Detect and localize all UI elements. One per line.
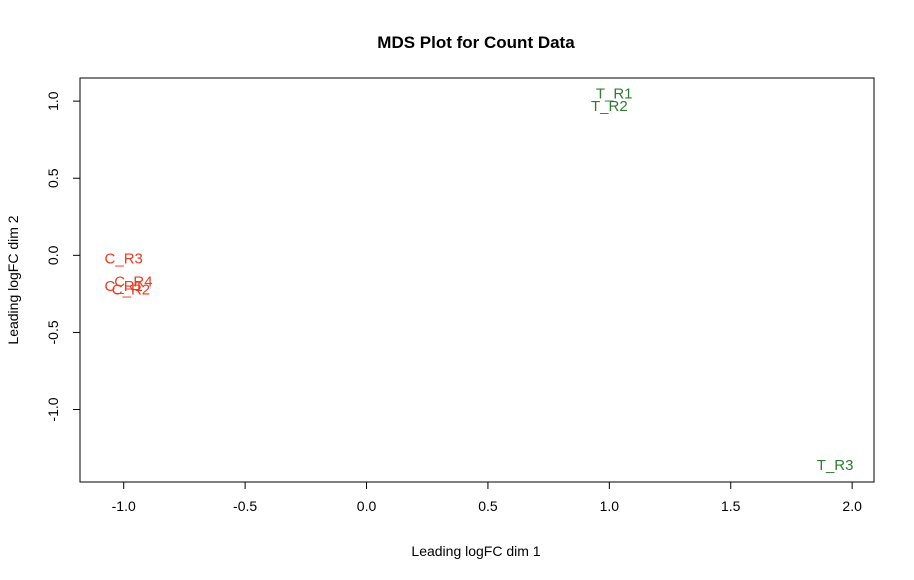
x-tick-label: 0.5 — [478, 498, 498, 514]
chart-title: MDS Plot for Count Data — [377, 33, 575, 52]
x-tick-label: 0.0 — [357, 498, 377, 514]
point-label: T_R1 — [596, 85, 633, 102]
x-tick-label: 1.5 — [721, 498, 741, 514]
y-tick-label: 1.0 — [45, 91, 61, 111]
point-label: C_R1 — [105, 278, 143, 295]
point-label: T_R3 — [817, 457, 854, 474]
y-tick-label: 0.5 — [45, 168, 61, 188]
y-axis-label: Leading logFC dim 2 — [5, 215, 21, 344]
x-tick-label: 2.0 — [842, 498, 862, 514]
y-tick-label: 0.0 — [45, 245, 61, 265]
point-label: C_R2 — [112, 281, 150, 298]
y-axis: -1.0 -0.5 0.0 0.5 1.0 — [45, 91, 81, 422]
x-tick-label: 1.0 — [600, 498, 620, 514]
y-tick-label: -0.5 — [45, 320, 61, 344]
x-tick-label: -1.0 — [112, 498, 136, 514]
y-tick-label: -1.0 — [45, 397, 61, 421]
data-points: C_R3 C_R4C_R1C_R2 T_R1T_R2 T_R3 — [105, 85, 854, 474]
x-axis-label: Leading logFC dim 1 — [411, 543, 540, 559]
x-axis: -1.0 -0.5 0.0 0.5 1.0 1.5 2.0 — [112, 481, 862, 514]
point-label: C_R3 — [105, 250, 143, 267]
point-label: C_R4 — [114, 274, 152, 291]
point-label: T_R2 — [591, 98, 628, 115]
plot-frame — [79, 77, 875, 483]
x-tick-label: -0.5 — [233, 498, 257, 514]
